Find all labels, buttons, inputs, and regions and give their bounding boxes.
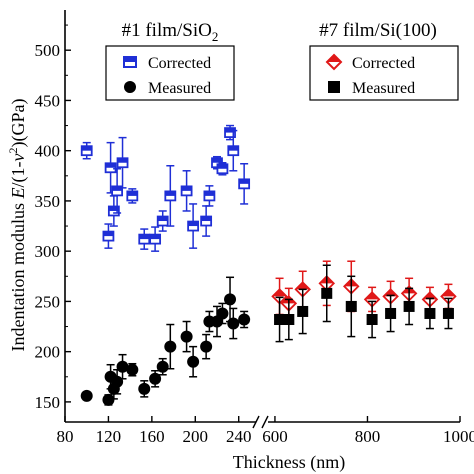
x-tick-label: 80 [57, 427, 74, 446]
data-point-corrected-fill [188, 221, 199, 227]
data-point-measured [274, 314, 286, 326]
data-point-measured [187, 355, 200, 368]
data-point-measured [111, 375, 124, 388]
data-point-measured [164, 340, 177, 353]
x-tick-label: 120 [96, 427, 122, 446]
data-point-corrected-fill [212, 158, 222, 163]
y-tick-label: 450 [35, 91, 61, 110]
data-point-measured [138, 382, 151, 395]
data-point-measured [80, 389, 93, 402]
y-tick-label: 350 [35, 192, 61, 211]
data-point-corrected-fill [127, 191, 138, 196]
x-axis-label: Thickness (nm) [233, 452, 345, 473]
data-point-corrected-fill [150, 234, 161, 240]
legend-corrected-marker-fill [327, 55, 341, 62]
x-tick-label: 1000 [443, 427, 474, 446]
data-point-measured [442, 307, 454, 319]
data-point-measured [321, 287, 333, 299]
data-point-measured [403, 300, 415, 312]
data-point-measured [366, 314, 378, 326]
data-point-measured [156, 360, 169, 373]
x-tick-label: 600 [262, 427, 288, 446]
data-point-measured [126, 363, 139, 376]
data-point-corrected-fill [117, 158, 128, 163]
data-point-corrected-fill [228, 146, 239, 151]
x-tick-label: 160 [139, 427, 165, 446]
legend-measured-label: Measured [148, 80, 211, 97]
data-point-corrected-fill [204, 191, 215, 196]
data-point-measured [149, 372, 162, 385]
y-tick-label: 500 [35, 41, 61, 60]
right-panel: #7 film/Si(100) Corrected Measured [271, 20, 459, 343]
data-point-measured [227, 317, 240, 330]
legend-corrected-marker-fill [124, 57, 136, 62]
data-point-measured [345, 300, 357, 312]
data-point-corrected-fill [272, 289, 287, 297]
data-point-measured [180, 330, 193, 343]
data-point-measured [116, 360, 129, 373]
x-tick-label: 200 [183, 427, 209, 446]
data-point-measured [102, 393, 115, 406]
data-point-corrected-fill [181, 186, 192, 191]
y-axis-label: Indentation modulus E/(1-ν2)(GPa) [6, 99, 29, 352]
legend-measured-marker [328, 81, 340, 93]
axes: 150 200 250 300 350 400 450 500 80 120 160 200 240 60… [35, 10, 474, 446]
y-tick-label: 200 [35, 343, 61, 362]
data-point-corrected-fill [165, 191, 176, 196]
data-point-measured [385, 307, 397, 319]
data-point-corrected-fill [139, 234, 150, 240]
data-point-corrected-fill [157, 216, 168, 222]
x-tick-label: 800 [355, 427, 381, 446]
data-point-measured [297, 305, 309, 317]
x-tick-label: 240 [226, 427, 252, 446]
y-tick-label: 300 [35, 242, 61, 261]
data-point-measured [200, 340, 213, 353]
data-point-measured [224, 293, 237, 306]
panel-title: #7 film/Si(100) [319, 20, 437, 41]
axis-break-mark [261, 415, 269, 429]
y-tick-label: 150 [35, 393, 61, 412]
data-point-corrected-fill [81, 146, 92, 151]
data-point-corrected-fill [103, 231, 114, 237]
data-point-measured [283, 314, 295, 326]
panel-title: #1 film/SiO2 [122, 20, 219, 44]
data-point-measured [238, 313, 251, 326]
data-point-corrected-fill [441, 289, 456, 297]
axis-break-mark [252, 415, 260, 429]
legend-corrected-label: Corrected [148, 55, 211, 72]
data-point-measured [216, 307, 229, 320]
data-point-corrected-fill [105, 163, 116, 168]
data-point-corrected-fill [112, 186, 123, 191]
data-point-corrected-fill [108, 206, 119, 211]
data-point-corrected-fill [239, 179, 250, 184]
data-point-corrected-fill [295, 282, 310, 290]
y-tick-label: 250 [35, 292, 61, 311]
data-point-corrected-fill [217, 164, 228, 169]
legend-measured-marker [124, 81, 136, 93]
data-point-corrected-fill [201, 216, 212, 222]
legend-corrected-label: Corrected [352, 55, 415, 72]
left-panel: #1 film/SiO2 Corrected Measured [80, 20, 251, 406]
legend-measured-label: Measured [352, 80, 415, 97]
data-point-measured [424, 307, 436, 319]
y-tick-label: 400 [35, 142, 61, 161]
data-point-corrected-fill [365, 292, 380, 300]
